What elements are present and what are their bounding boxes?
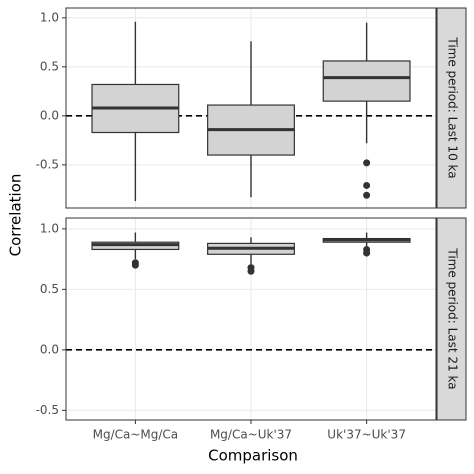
x-tick-label: Uk'37~Uk'37 [327, 428, 406, 442]
y-tick-label: 0.5 [40, 59, 59, 73]
strip-label: Time period: Last 21 ka [446, 247, 460, 389]
x-axis-label: Comparison [208, 447, 298, 465]
strip-label: Time period: Last 10 ka [446, 36, 460, 178]
y-tick-label: 0.5 [40, 282, 59, 296]
strip [436, 7, 467, 209]
y-tick-label: 1.0 [40, 221, 59, 235]
y-tick-label: -0.5 [36, 403, 59, 417]
y-axis-label: Correlation [7, 174, 25, 257]
y-tick-label: 0.0 [40, 108, 59, 122]
y-tick-label: -0.5 [36, 157, 59, 171]
y-tick-label: 0.0 [40, 342, 59, 356]
outlier [363, 249, 371, 257]
y-tick-label: 1.0 [40, 10, 59, 24]
outlier [131, 261, 139, 269]
outlier [247, 267, 255, 275]
outlier [363, 181, 371, 189]
outlier [363, 191, 371, 199]
box [322, 60, 411, 102]
panel-border [65, 7, 437, 209]
outlier [363, 159, 371, 167]
x-tick-label: Mg/Ca~Uk'37 [210, 428, 292, 442]
strip [436, 217, 467, 421]
x-tick-label: Mg/Ca~Mg/Ca [93, 428, 179, 442]
